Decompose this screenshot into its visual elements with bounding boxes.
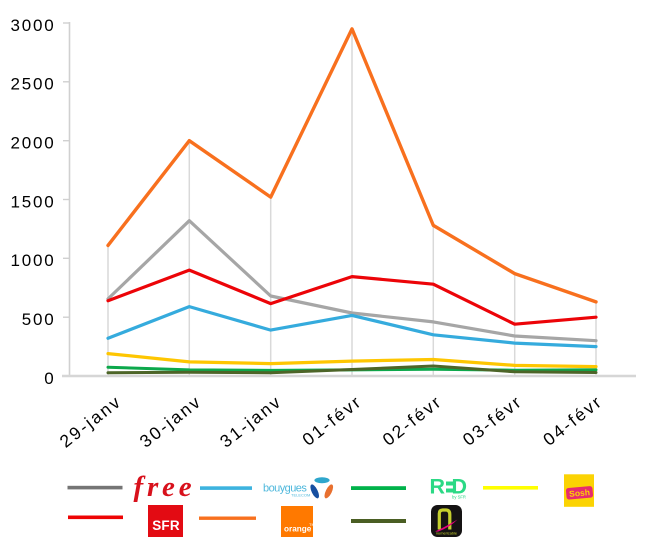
svg-text:SFR: SFR	[152, 518, 180, 533]
svg-text:TM: TM	[309, 522, 315, 527]
svg-text:by SFR: by SFR	[452, 495, 466, 500]
svg-text:02-févr: 02-févr	[379, 391, 446, 450]
svg-text:01-févr: 01-févr	[298, 391, 365, 450]
svg-text:orange: orange	[284, 525, 312, 534]
svg-text:31-janv: 31-janv	[216, 391, 286, 452]
svg-text:bouygues: bouygues	[263, 483, 307, 495]
svg-text:0: 0	[44, 369, 55, 388]
svg-text:D: D	[452, 475, 468, 499]
svg-text:2000: 2000	[10, 134, 55, 153]
svg-text:R: R	[430, 475, 446, 499]
svg-text:1000: 1000	[10, 251, 55, 270]
svg-text:3000: 3000	[10, 16, 55, 35]
svg-text:TELECOM: TELECOM	[291, 493, 310, 498]
svg-text:Sosh: Sosh	[569, 487, 591, 499]
svg-text:free: free	[134, 471, 196, 503]
svg-text:numericable: numericable	[436, 531, 457, 536]
svg-text:500: 500	[22, 310, 56, 329]
svg-text:04-févr: 04-févr	[539, 391, 606, 450]
svg-text:30-janv: 30-janv	[136, 391, 206, 452]
svg-text:03-févr: 03-févr	[459, 391, 526, 450]
svg-text:29-janv: 29-janv	[56, 391, 126, 452]
svg-text:1500: 1500	[10, 192, 55, 211]
svg-text:2500: 2500	[10, 75, 55, 94]
